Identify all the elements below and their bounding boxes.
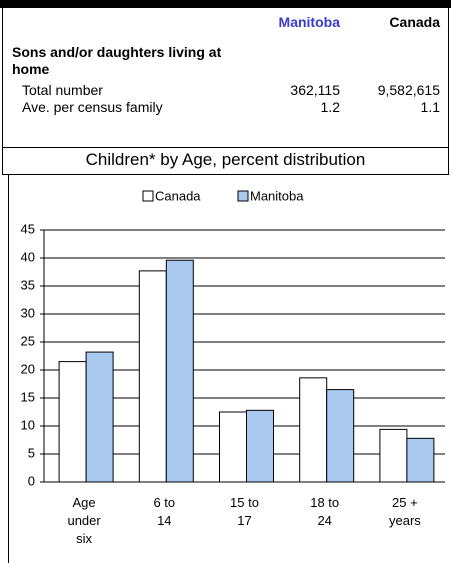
section-label: Sons and/or daughters living at home [12,44,222,77]
bar [219,411,247,483]
bar [138,270,167,483]
cell: 1.1 [420,99,440,115]
cell: 1.2 [320,99,340,115]
top-bar [0,0,451,8]
legend-label: Canada [155,188,201,203]
column-header: Canada [389,14,440,30]
row-label: Total number [22,82,103,98]
bar [379,428,408,483]
bar [85,351,114,483]
border [448,8,449,174]
y-tick-label: 5 [28,445,35,460]
y-tick-label: 10 [21,417,35,432]
chart-title: Children* by Age, percent distribution [85,150,366,169]
cell: 9,582,615 [377,82,440,98]
bar [406,437,435,483]
legend-swatch [237,190,249,202]
bar [326,389,355,483]
x-tick-label: 15 to 17 [230,495,259,528]
row-label: Ave. per census family [22,99,163,115]
y-tick-label: 25 [21,333,35,348]
y-tick-label: 35 [21,277,35,292]
cell: 362,115 [290,82,340,98]
x-tick-label: 25 + years [388,495,421,528]
column-header: Manitoba [278,14,340,30]
divider [2,147,449,148]
y-tick-label: 15 [21,389,35,404]
bar [165,259,194,483]
border [2,8,3,174]
border [8,174,9,563]
bar [246,409,274,483]
bar [299,377,328,483]
x-tick-label: 18 to 24 [310,495,340,528]
y-tick-label: 40 [21,249,35,264]
divider [2,174,449,175]
x-tick-label: Age under six [67,495,101,546]
legend-swatch [142,190,154,202]
y-tick-label: 45 [21,221,35,236]
legend-label: Manitoba [250,188,304,203]
y-tick-label: 0 [28,473,35,488]
y-tick-label: 30 [21,305,35,320]
x-tick-label: 6 to 14 [153,495,176,528]
bar [58,361,87,483]
y-tick-label: 20 [21,361,35,376]
